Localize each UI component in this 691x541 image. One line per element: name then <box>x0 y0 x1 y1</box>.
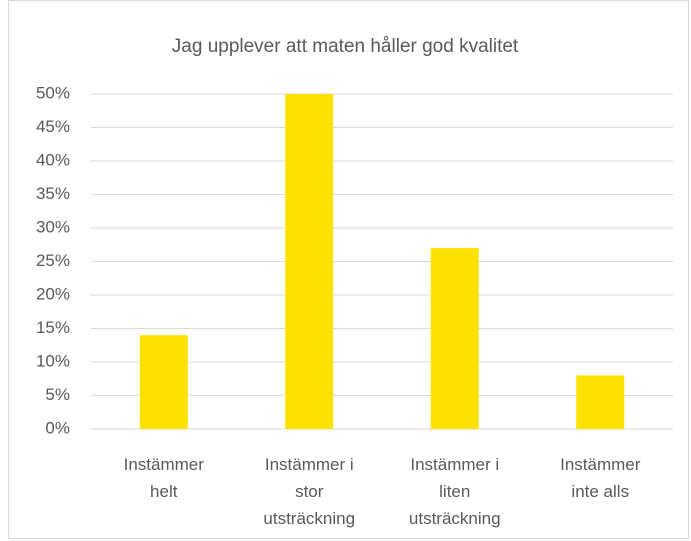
x-tick-label: Instämmer i stor utsträckning <box>263 455 356 528</box>
y-tick-label: 35% <box>36 184 70 203</box>
y-tick-label: 50% <box>36 83 70 102</box>
bar <box>430 248 479 429</box>
y-tick-label: 0% <box>45 418 70 437</box>
y-tick-label: 30% <box>36 217 70 236</box>
y-tick-label: 45% <box>36 117 70 136</box>
y-tick-label: 10% <box>36 351 70 370</box>
y-tick-label: 5% <box>45 385 70 404</box>
x-tick-label: Instämmer inte alls <box>560 455 641 501</box>
x-tick-label: Instämmer i liten utsträckning <box>408 455 501 528</box>
chart-title: Jag upplever att maten håller god kvalit… <box>172 36 519 57</box>
y-tick-label: 40% <box>36 150 70 169</box>
y-tick-label: 20% <box>36 284 70 303</box>
bar <box>576 375 625 429</box>
y-tick-label: 25% <box>36 251 70 270</box>
y-tick-label: 15% <box>36 318 70 337</box>
chart-frame <box>8 0 689 539</box>
bar <box>285 94 334 429</box>
x-tick-label: Instämmer helt <box>123 455 204 501</box>
bar <box>139 335 188 429</box>
